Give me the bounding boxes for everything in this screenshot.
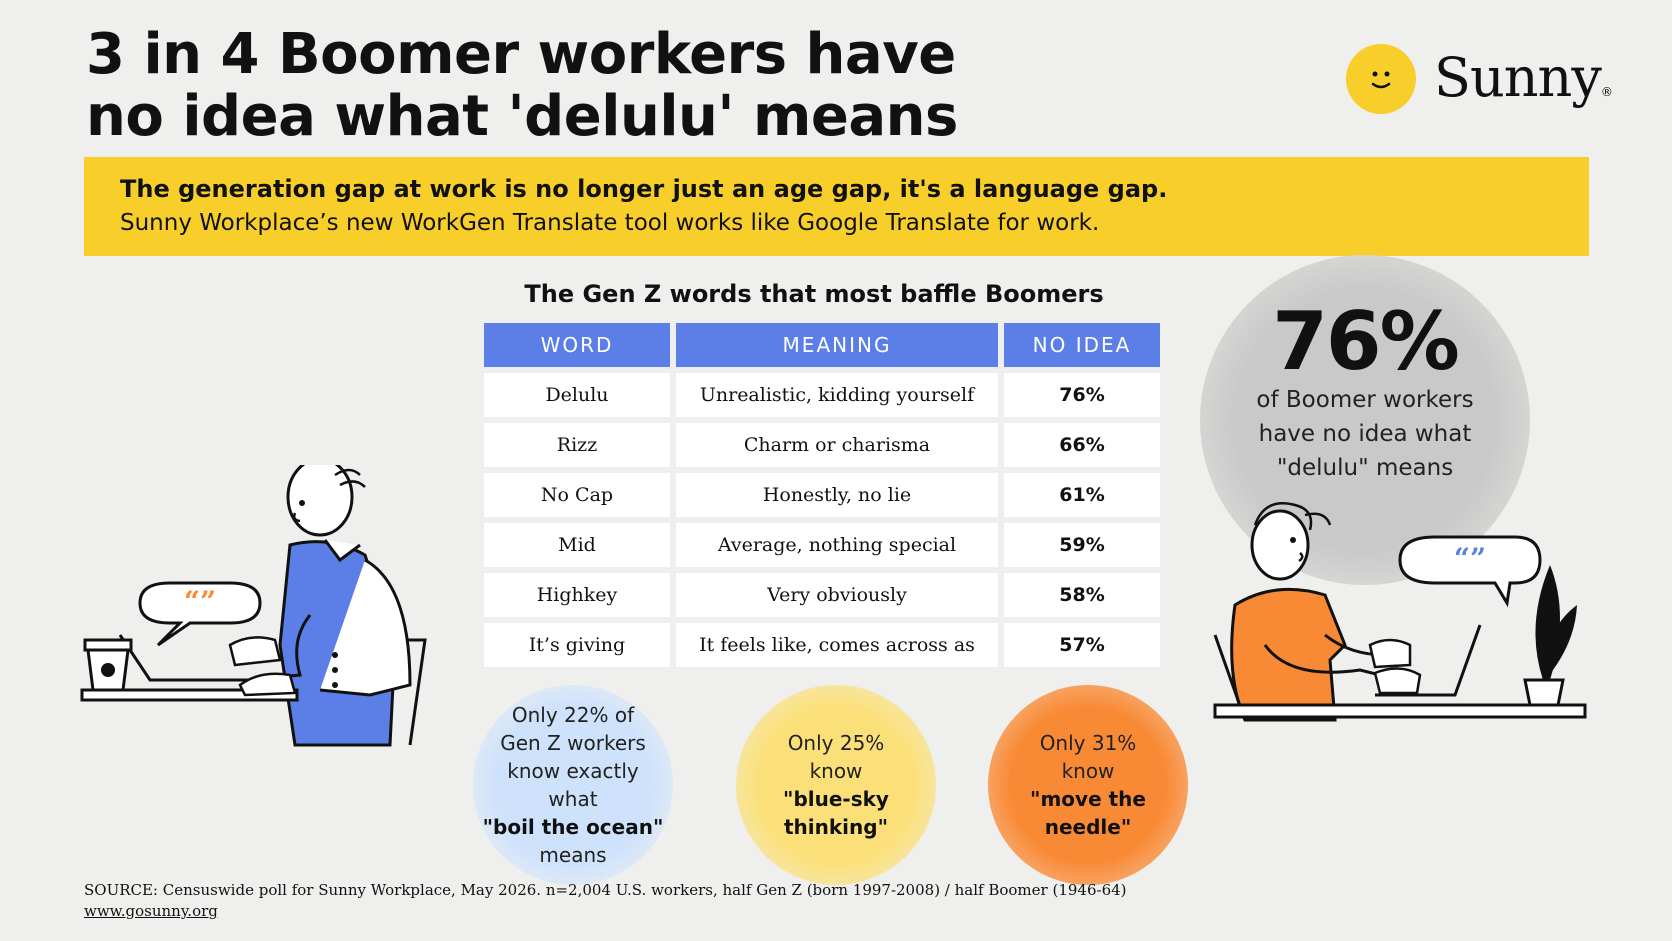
percent-cell: 76% xyxy=(1004,373,1160,417)
meaning-cell: Charm or charisma xyxy=(676,423,998,467)
table-title: The Gen Z words that most baffle Boomers xyxy=(524,280,1104,308)
bubble-text: Only 31% know xyxy=(1039,731,1137,783)
quote-glyph: “” xyxy=(184,585,216,618)
table-row: No Cap Honestly, no lie 61% xyxy=(484,473,1160,517)
bubble-term: "boil the ocean" xyxy=(482,815,664,839)
percent-cell: 61% xyxy=(1004,473,1160,517)
word-cell: Mid xyxy=(484,523,670,567)
meaning-cell: Honestly, no lie xyxy=(676,473,998,517)
meaning-cell: Very obviously xyxy=(676,573,998,617)
word-cell: Rizz xyxy=(484,423,670,467)
stat-description: of Boomer workers have no idea what "del… xyxy=(1230,383,1500,485)
stat-value: 76% xyxy=(1272,295,1459,388)
bubble-term: "move the needle" xyxy=(1030,787,1146,839)
table-row: Mid Average, nothing special 59% xyxy=(484,523,1160,567)
quote-glyph: “” xyxy=(1454,542,1486,575)
header-meaning: MEANING xyxy=(676,323,998,367)
headline-line-2: no idea what 'delulu' means xyxy=(86,84,958,149)
bubble-text-post: means xyxy=(539,843,607,867)
bubble-text: Only 25% know xyxy=(787,731,885,783)
banner-regular-text: Sunny Workplace’s new WorkGen Translate … xyxy=(120,210,1100,236)
word-cell: No Cap xyxy=(484,473,670,517)
meaning-cell: It feels like, comes across as xyxy=(676,623,998,667)
percent-cell: 57% xyxy=(1004,623,1160,667)
stat-bubble-move-the-needle: Only 31% know "move the needle" xyxy=(988,685,1188,885)
word-cell: Delulu xyxy=(484,373,670,417)
source-link[interactable]: www.gosunny.org xyxy=(84,902,218,920)
brand-name: Sunny® xyxy=(1434,46,1613,109)
bubble-text: Only 22% of Gen Z workers know exactly w… xyxy=(500,703,646,811)
brand-logo: Sunny® xyxy=(1346,44,1613,116)
sun-smiley-icon xyxy=(1346,44,1416,114)
table-row: Highkey Very obviously 58% xyxy=(484,573,1160,617)
percent-cell: 66% xyxy=(1004,423,1160,467)
percent-cell: 58% xyxy=(1004,573,1160,617)
word-cell: It’s giving xyxy=(484,623,670,667)
headline-line-1: 3 in 4 Boomer workers have xyxy=(86,22,956,87)
stat-line: "delulu" means xyxy=(1276,455,1454,481)
boomer-worker-illustration: “” xyxy=(80,465,427,747)
banner-bold-text: The generation gap at work is no longer … xyxy=(120,175,1168,203)
table-row: It’s giving It feels like, comes across … xyxy=(484,623,1160,667)
header-no-idea: NO IDEA xyxy=(1004,323,1160,367)
meaning-cell: Average, nothing special xyxy=(676,523,998,567)
source-text: SOURCE: Censuswide poll for Sunny Workpl… xyxy=(84,881,1127,899)
word-cell: Highkey xyxy=(484,573,670,617)
words-table: WORD MEANING NO IDEA Delulu Unrealistic,… xyxy=(484,323,1160,673)
meaning-cell: Unrealistic, kidding yourself xyxy=(676,373,998,417)
percent-cell: 59% xyxy=(1004,523,1160,567)
genz-worker-illustration: “” xyxy=(1213,502,1587,722)
stat-line: have no idea what xyxy=(1258,421,1472,447)
header-word: WORD xyxy=(484,323,670,367)
table-row: Delulu Unrealistic, kidding yourself 76% xyxy=(484,373,1160,417)
headline: 3 in 4 Boomer workers have no idea what … xyxy=(86,24,1086,148)
stat-bubble-boil-the-ocean: Only 22% of Gen Z workers know exactly w… xyxy=(473,685,673,885)
table-header-row: WORD MEANING NO IDEA xyxy=(484,323,1160,367)
table-row: Rizz Charm or charisma 66% xyxy=(484,423,1160,467)
subheadline-banner: The generation gap at work is no longer … xyxy=(84,157,1589,256)
stat-line: of Boomer workers xyxy=(1256,387,1474,413)
source-note: SOURCE: Censuswide poll for Sunny Workpl… xyxy=(84,880,1127,922)
stat-bubble-blue-sky: Only 25% know "blue-sky thinking" xyxy=(736,685,936,885)
bubble-term: "blue-sky thinking" xyxy=(783,787,889,839)
